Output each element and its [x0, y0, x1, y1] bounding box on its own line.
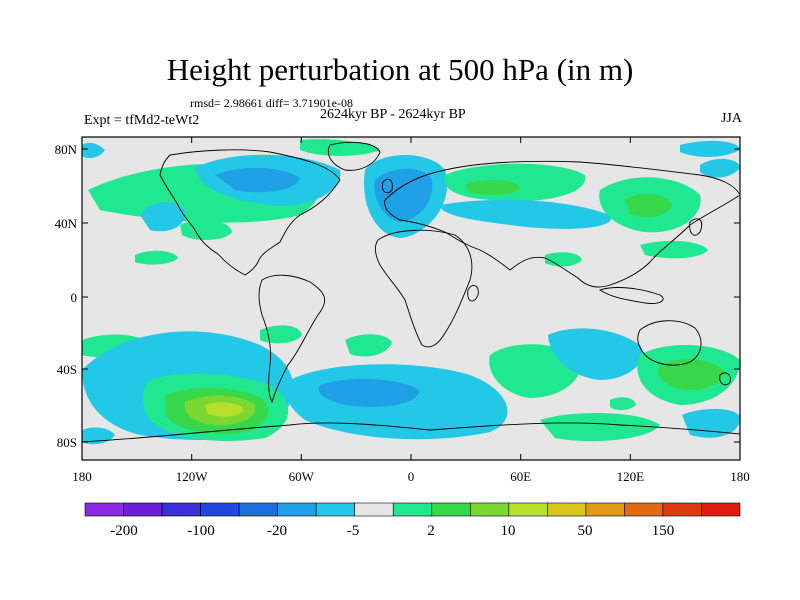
anomaly-region [465, 180, 520, 195]
coastline-north-america [159, 149, 341, 276]
anomaly-region [135, 250, 178, 265]
period-text: 2624kyr BP - 2624kyr BP [320, 107, 466, 122]
colorbar-swatch [161, 502, 201, 517]
lon-tick-label: 180 [730, 469, 750, 484]
anomaly-region [205, 402, 244, 417]
colorbar-label: -5 [347, 523, 360, 539]
experiment-label: Expt = tfMd2-teWt2 [84, 113, 200, 128]
coastline-indonesia [598, 287, 664, 304]
longitude-axis: 180 120W 60W 0 60E 120E 180 [72, 137, 750, 484]
anomaly-region [82, 142, 105, 158]
lat-tick-label: 40N [55, 216, 78, 231]
lon-tick-label: 120W [176, 469, 209, 484]
colorbar-swatch [277, 502, 317, 517]
colorbar-swatch [200, 502, 240, 517]
colorbar-label: -100 [187, 523, 215, 539]
anomaly-region [610, 397, 636, 411]
lat-tick-label: 40S [57, 362, 77, 377]
colorbar-label: 10 [501, 523, 516, 539]
coastline-greenland [327, 141, 381, 171]
anomaly-region [548, 328, 643, 380]
coastline-eurasia [384, 160, 740, 288]
stats-text: rmsd= 2.98661 diff= 3.71901e-08 [190, 96, 353, 110]
coastline-madagascar [467, 284, 479, 302]
plot-title: Height perturbation at 500 hPa (in m) [166, 52, 634, 87]
anomaly-region [680, 140, 740, 157]
lon-tick-label: 60E [510, 469, 531, 484]
lat-tick-label: 80S [57, 435, 77, 450]
colorbar-swatch [84, 502, 124, 517]
anomaly-region [640, 240, 708, 259]
lon-tick-label: 0 [408, 469, 415, 484]
anomaly-region [260, 325, 302, 344]
anomaly-region [180, 219, 232, 240]
colorbar-swatch [123, 502, 163, 517]
coastline-new-zealand [719, 372, 731, 386]
anomaly-region [540, 413, 660, 442]
colorbar-swatch [701, 502, 741, 517]
anomaly-region [215, 167, 300, 193]
lon-tick-label: 60W [289, 469, 315, 484]
lon-tick-label: 120E [617, 469, 645, 484]
anomaly-region [318, 378, 420, 407]
colorbar-swatch [354, 502, 394, 517]
anomaly-region [374, 168, 433, 222]
colorbar-label: 2 [427, 523, 435, 539]
colorbar-swatch [547, 502, 587, 517]
coastline-africa [375, 229, 473, 348]
coastline-japan [689, 218, 703, 236]
season-label: JJA [720, 111, 742, 126]
colorbar-label: -200 [110, 523, 138, 539]
lon-tick-label: 180 [72, 469, 92, 484]
colorbar-swatch [392, 502, 433, 517]
lat-tick-label: 0 [71, 290, 78, 305]
colorbar-swatch [662, 502, 702, 517]
anomaly-region [300, 139, 380, 156]
colorbar-swatch [431, 502, 471, 517]
map-field [82, 137, 740, 460]
anomaly-region [345, 334, 392, 357]
coastline-british-isles [381, 178, 393, 194]
anomaly-region [440, 199, 612, 229]
anomaly-region [700, 158, 740, 178]
colorbar-swatch [315, 502, 356, 517]
colorbar-label: 150 [652, 523, 675, 539]
lat-tick-label: 80N [55, 142, 78, 157]
colorbar-swatch [585, 502, 625, 517]
colorbar-label: -20 [267, 523, 287, 539]
coastline-south-america [258, 274, 326, 404]
colorbar-swatch [624, 502, 664, 517]
colorbar-swatch [238, 502, 278, 517]
colorbar: -200 -100 -20 -5 2 10 50 150 [84, 502, 741, 539]
anomaly-region [658, 359, 725, 390]
colorbar-swatch [508, 502, 548, 517]
coastline-australia [637, 320, 702, 366]
colorbar-label: 50 [578, 523, 593, 539]
latitude-axis: 80N 40N 0 40S 80S [55, 142, 740, 450]
anomaly-region [625, 193, 672, 218]
anomaly-region [140, 202, 186, 232]
coastlines [82, 141, 740, 443]
colorbar-swatch [469, 502, 510, 517]
coastline-antarctica [82, 422, 740, 443]
